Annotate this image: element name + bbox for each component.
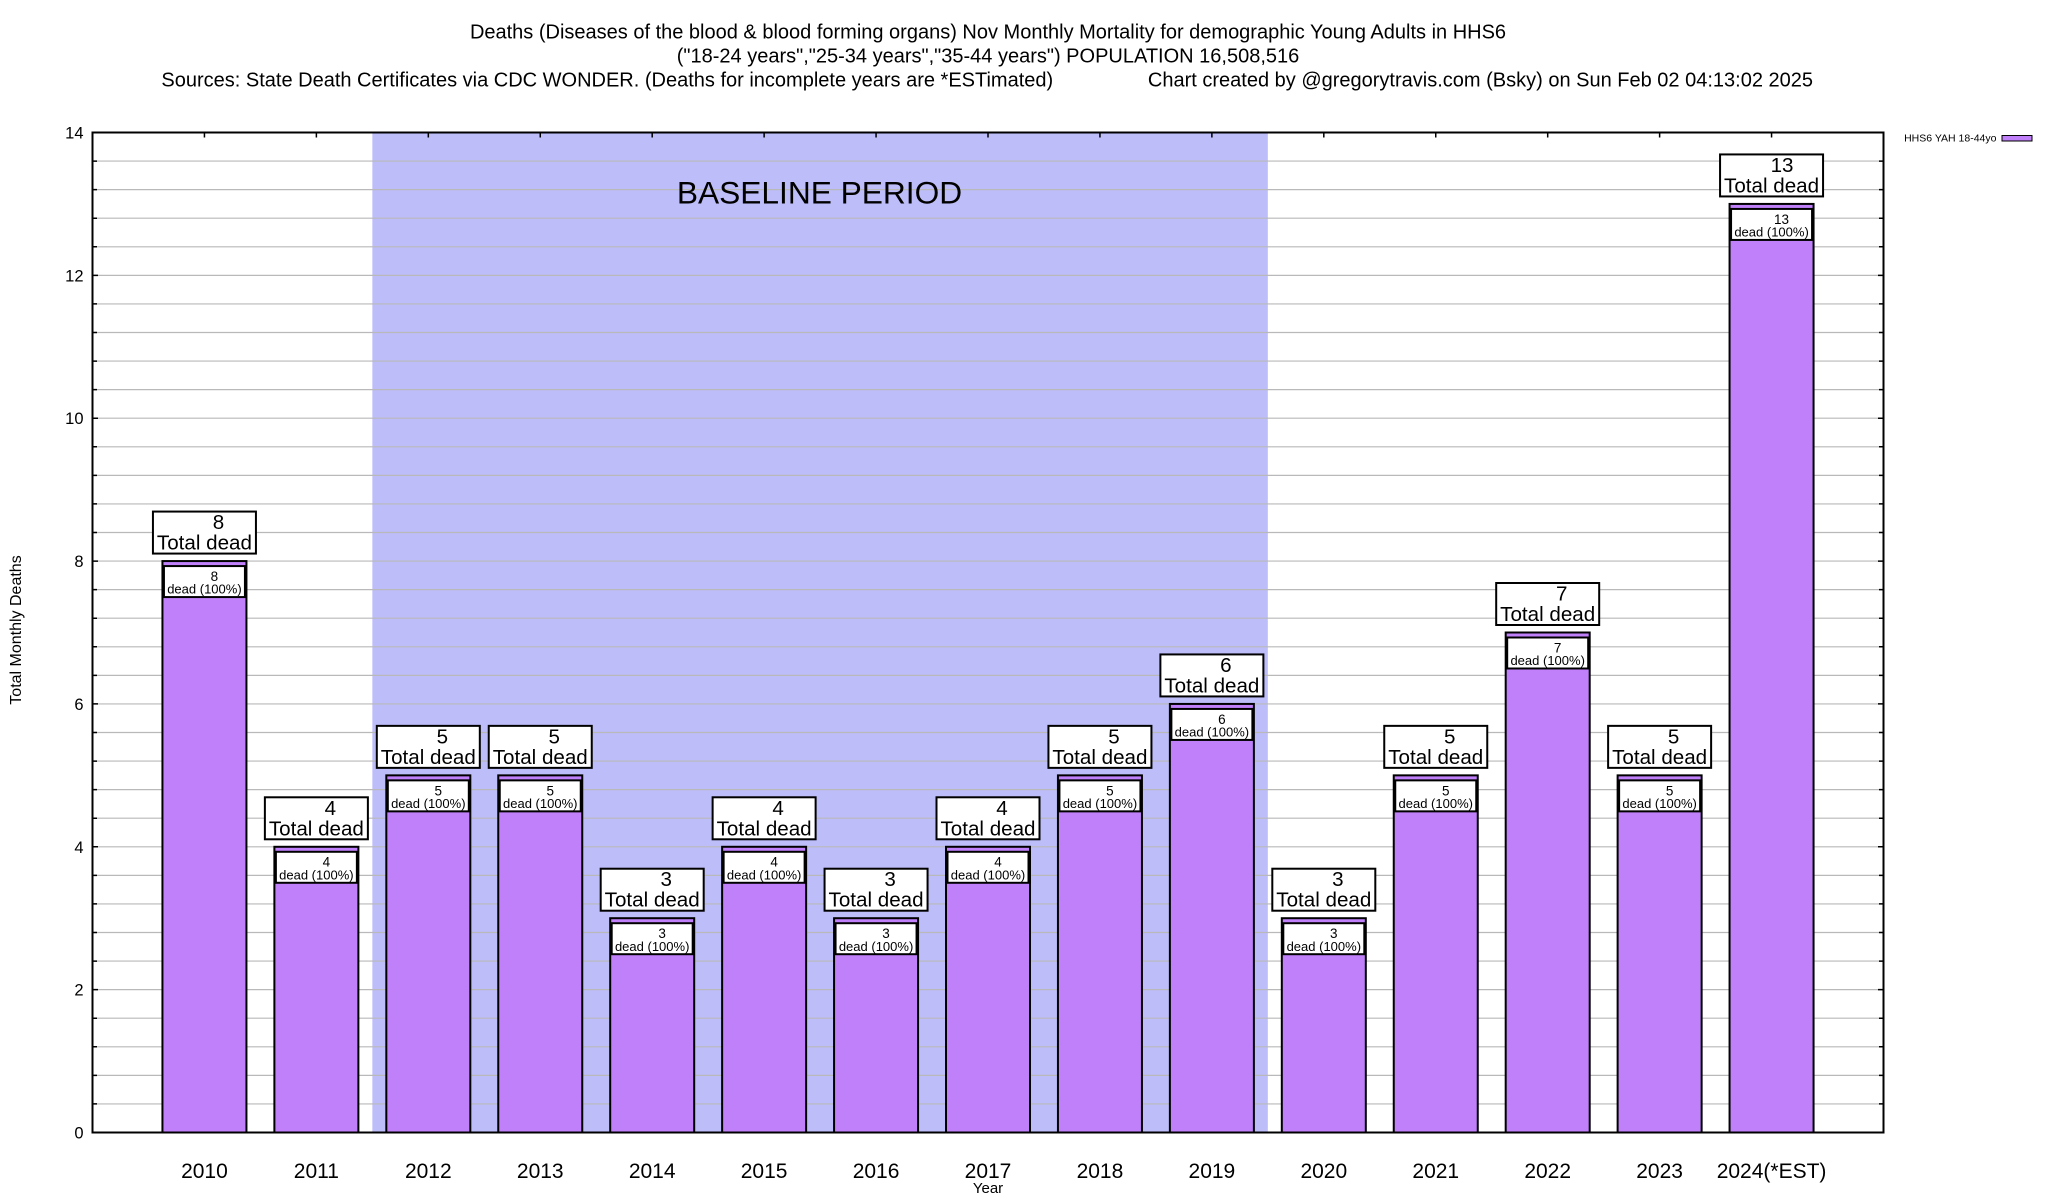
svg-text:5: 5 [1444, 725, 1455, 748]
svg-text:Total dead: Total dead [1500, 603, 1595, 626]
svg-text:("18-24 years","25-34 years",": ("18-24 years","25-34 years","35-44 year… [677, 46, 1300, 68]
svg-text:2022: 2022 [1524, 1160, 1571, 1183]
svg-text:Total dead: Total dead [605, 889, 700, 912]
svg-text:Total dead: Total dead [1052, 746, 1147, 769]
svg-text:5: 5 [1442, 783, 1450, 798]
svg-text:5: 5 [1666, 783, 1674, 798]
svg-text:14: 14 [65, 125, 83, 143]
svg-text:10: 10 [65, 410, 83, 428]
svg-text:Total dead: Total dead [940, 817, 1035, 840]
svg-text:BASELINE PERIOD: BASELINE PERIOD [677, 175, 962, 211]
svg-text:4: 4 [770, 855, 778, 870]
svg-text:dead (100%): dead (100%) [1622, 796, 1696, 811]
svg-text:6: 6 [1218, 712, 1226, 727]
svg-text:3: 3 [660, 868, 671, 891]
svg-text:4: 4 [323, 855, 331, 870]
svg-text:Total Monthly Deaths: Total Monthly Deaths [8, 555, 25, 704]
svg-text:6: 6 [1220, 654, 1231, 677]
svg-text:3: 3 [1330, 926, 1338, 941]
svg-text:2016: 2016 [853, 1160, 900, 1183]
svg-text:2018: 2018 [1077, 1160, 1124, 1183]
svg-text:Chart created by @gregorytravi: Chart created by @gregorytravis.com (Bsk… [1148, 70, 1813, 92]
svg-text:4: 4 [74, 839, 83, 857]
svg-text:Total dead: Total dead [1388, 746, 1483, 769]
svg-text:4: 4 [325, 797, 336, 820]
svg-text:8: 8 [211, 569, 219, 584]
svg-text:2013: 2013 [517, 1160, 564, 1183]
svg-text:8: 8 [74, 553, 83, 571]
svg-text:Year: Year [973, 1180, 1003, 1197]
svg-text:2017: 2017 [965, 1160, 1012, 1183]
svg-text:2012: 2012 [405, 1160, 452, 1183]
svg-text:dead (100%): dead (100%) [839, 939, 913, 954]
svg-text:4: 4 [996, 797, 1007, 820]
svg-text:5: 5 [549, 725, 560, 748]
svg-text:7: 7 [1556, 583, 1567, 606]
svg-text:8: 8 [213, 511, 224, 534]
svg-text:0: 0 [74, 1125, 83, 1143]
svg-text:12: 12 [65, 267, 83, 285]
svg-text:Total dead: Total dead [381, 746, 476, 769]
svg-text:dead (100%): dead (100%) [1510, 653, 1584, 668]
svg-text:Total dead: Total dead [157, 532, 252, 555]
svg-text:dead (100%): dead (100%) [1287, 939, 1361, 954]
svg-text:dead (100%): dead (100%) [391, 796, 465, 811]
svg-text:5: 5 [1108, 725, 1119, 748]
svg-text:Total dead: Total dead [1164, 674, 1259, 697]
svg-text:5: 5 [437, 725, 448, 748]
svg-text:Total dead: Total dead [829, 889, 924, 912]
svg-text:dead (100%): dead (100%) [1399, 796, 1473, 811]
svg-text:Total dead: Total dead [1276, 889, 1371, 912]
svg-text:Total dead: Total dead [493, 746, 588, 769]
svg-text:5: 5 [1668, 725, 1679, 748]
svg-text:dead (100%): dead (100%) [615, 939, 689, 954]
svg-text:2019: 2019 [1189, 1160, 1236, 1183]
svg-text:2014: 2014 [629, 1160, 676, 1183]
svg-text:2023: 2023 [1636, 1160, 1683, 1183]
svg-text:3: 3 [884, 868, 895, 891]
svg-text:Total dead: Total dead [1612, 746, 1707, 769]
svg-text:dead (100%): dead (100%) [727, 867, 801, 882]
svg-text:2011: 2011 [294, 1160, 339, 1183]
svg-text:2020: 2020 [1300, 1160, 1347, 1183]
svg-text:Total dead: Total dead [1724, 174, 1819, 197]
svg-text:3: 3 [1332, 868, 1343, 891]
svg-text:13: 13 [1774, 212, 1789, 227]
svg-text:5: 5 [435, 783, 443, 798]
svg-text:4: 4 [994, 855, 1002, 870]
svg-text:Total dead: Total dead [269, 817, 364, 840]
svg-text:2021: 2021 [1412, 1160, 1459, 1183]
svg-text:dead (100%): dead (100%) [503, 796, 577, 811]
svg-text:3: 3 [658, 926, 666, 941]
svg-text:2: 2 [74, 982, 83, 1000]
svg-text:Sources: State Death Certifica: Sources: State Death Certificates via CD… [161, 70, 1053, 92]
svg-text:2015: 2015 [741, 1160, 788, 1183]
svg-text:dead (100%): dead (100%) [1063, 796, 1137, 811]
svg-text:3: 3 [882, 926, 890, 941]
svg-text:HHS6 YAH 18-44yo: HHS6 YAH 18-44yo [1904, 133, 1997, 145]
svg-text:2024(*EST): 2024(*EST) [1717, 1160, 1827, 1183]
svg-text:dead (100%): dead (100%) [1734, 225, 1808, 240]
svg-text:dead (100%): dead (100%) [167, 582, 241, 597]
svg-text:Deaths (Diseases of the blood: Deaths (Diseases of the blood & blood fo… [470, 22, 1506, 44]
svg-text:4: 4 [772, 797, 783, 820]
svg-text:dead (100%): dead (100%) [279, 867, 353, 882]
svg-text:5: 5 [546, 783, 554, 798]
svg-text:Total dead: Total dead [717, 817, 812, 840]
svg-text:dead (100%): dead (100%) [1175, 725, 1249, 740]
svg-text:7: 7 [1554, 640, 1562, 655]
svg-text:13: 13 [1771, 154, 1794, 177]
svg-text:2010: 2010 [181, 1160, 228, 1183]
svg-text:dead (100%): dead (100%) [951, 867, 1025, 882]
svg-text:6: 6 [74, 696, 83, 714]
svg-text:5: 5 [1106, 783, 1114, 798]
